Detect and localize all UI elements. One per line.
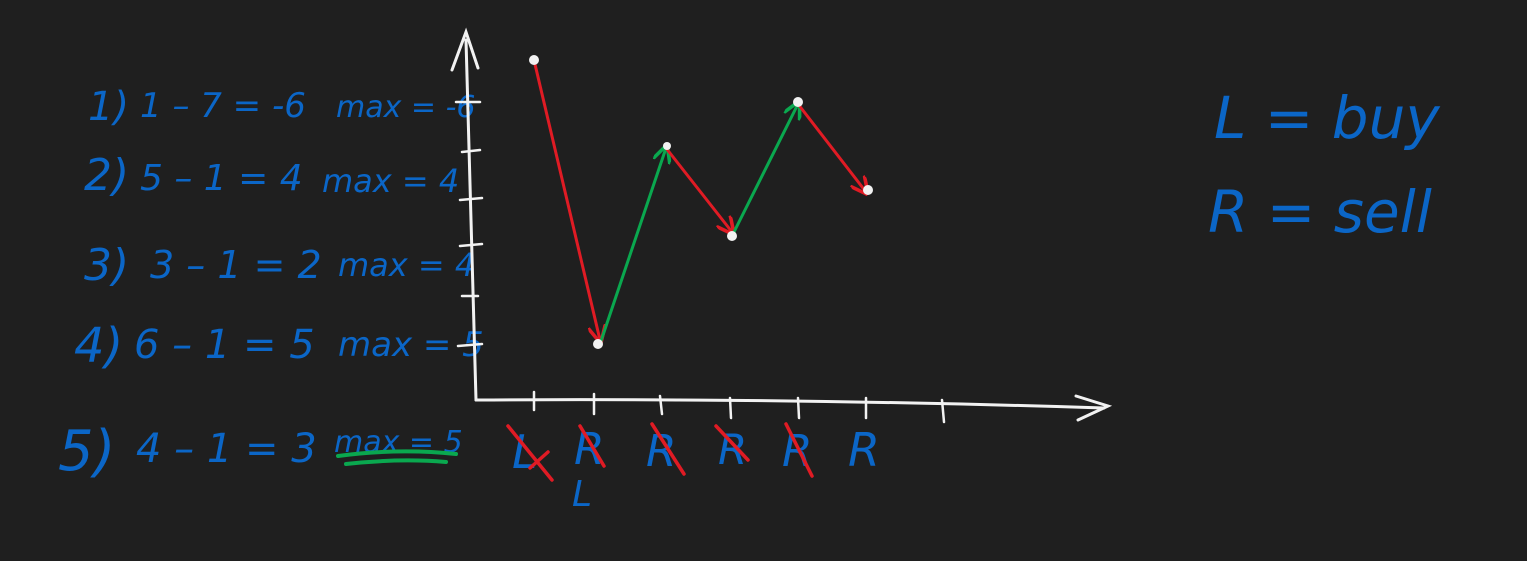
x-tick xyxy=(940,398,946,424)
y-tick xyxy=(456,342,484,348)
step-number: 2) xyxy=(84,150,129,201)
y-axis-arrowhead xyxy=(450,27,480,72)
price-points xyxy=(529,55,873,349)
step-1: 1) 1 – 7 = -6 max = -6 xyxy=(88,84,475,130)
y-tick xyxy=(458,242,484,248)
price-path xyxy=(532,58,866,346)
pointer-label: R xyxy=(646,426,677,477)
legend-buy: L = buy xyxy=(1214,84,1440,152)
step-2: 2) 5 – 1 = 4 max = 4 xyxy=(84,150,459,201)
step-expression: 5 – 1 = 4 xyxy=(140,158,303,199)
step-number: 1) xyxy=(88,84,129,130)
arrow-up-1 xyxy=(598,148,666,346)
step-4: 4) 6 – 1 = 5 max = 5 xyxy=(74,318,484,374)
final-max-underline-2 xyxy=(344,458,448,466)
strike-R4 xyxy=(784,422,814,478)
pointer-sublabel: L xyxy=(572,474,592,515)
y-axis xyxy=(464,38,478,402)
price-point xyxy=(529,55,539,65)
y-tick xyxy=(460,148,482,154)
step-number: 5) xyxy=(58,419,115,484)
step-max: max = 4 xyxy=(322,162,459,200)
x-ticks xyxy=(532,390,946,424)
arrow-down-2 xyxy=(664,146,732,232)
step-expression: 6 – 1 = 5 xyxy=(134,322,315,368)
strike-throughs xyxy=(506,422,814,482)
legend: L = buy R = sell xyxy=(1208,84,1440,246)
step-expression: 4 – 1 = 3 xyxy=(136,426,317,472)
strike-R1 xyxy=(578,424,606,468)
price-point xyxy=(593,339,603,349)
x-axis xyxy=(474,398,1106,410)
step-expression: 3 – 1 = 2 xyxy=(150,243,322,287)
arrow-down-1 xyxy=(532,58,600,340)
price-point xyxy=(663,142,671,150)
pointer-label: R xyxy=(848,423,880,477)
step-number: 3) xyxy=(84,240,129,291)
strike-L xyxy=(506,424,554,482)
price-point xyxy=(793,97,803,107)
pointer-label: R xyxy=(574,424,605,475)
final-max-underline xyxy=(336,449,458,458)
x-tick xyxy=(728,396,733,420)
legend-sell: R = sell xyxy=(1208,178,1432,246)
strike-R2 xyxy=(650,422,686,476)
step-3: 3) 3 – 1 = 2 max = 4 xyxy=(84,240,475,291)
step-number: 4) xyxy=(74,318,123,374)
pointer-labels: L R R R R R L xyxy=(512,423,880,515)
strike-R3 xyxy=(714,424,750,462)
step-expression: 1 – 7 = -6 xyxy=(140,86,306,126)
arrow-down-3 xyxy=(796,102,866,192)
step-max: max = -6 xyxy=(336,90,475,125)
chart-axes xyxy=(450,27,1113,422)
x-axis-arrowhead xyxy=(1074,394,1113,422)
price-point xyxy=(863,185,873,195)
x-tick xyxy=(658,394,664,416)
steps-list: 1) 1 – 7 = -6 max = -6 2) 5 – 1 = 4 max … xyxy=(58,84,484,484)
arrow-up-2 xyxy=(730,104,798,238)
y-ticks xyxy=(454,100,484,348)
y-tick xyxy=(458,196,484,202)
x-tick xyxy=(796,396,801,420)
step-max: max = 4 xyxy=(338,246,475,284)
price-point xyxy=(727,231,737,241)
